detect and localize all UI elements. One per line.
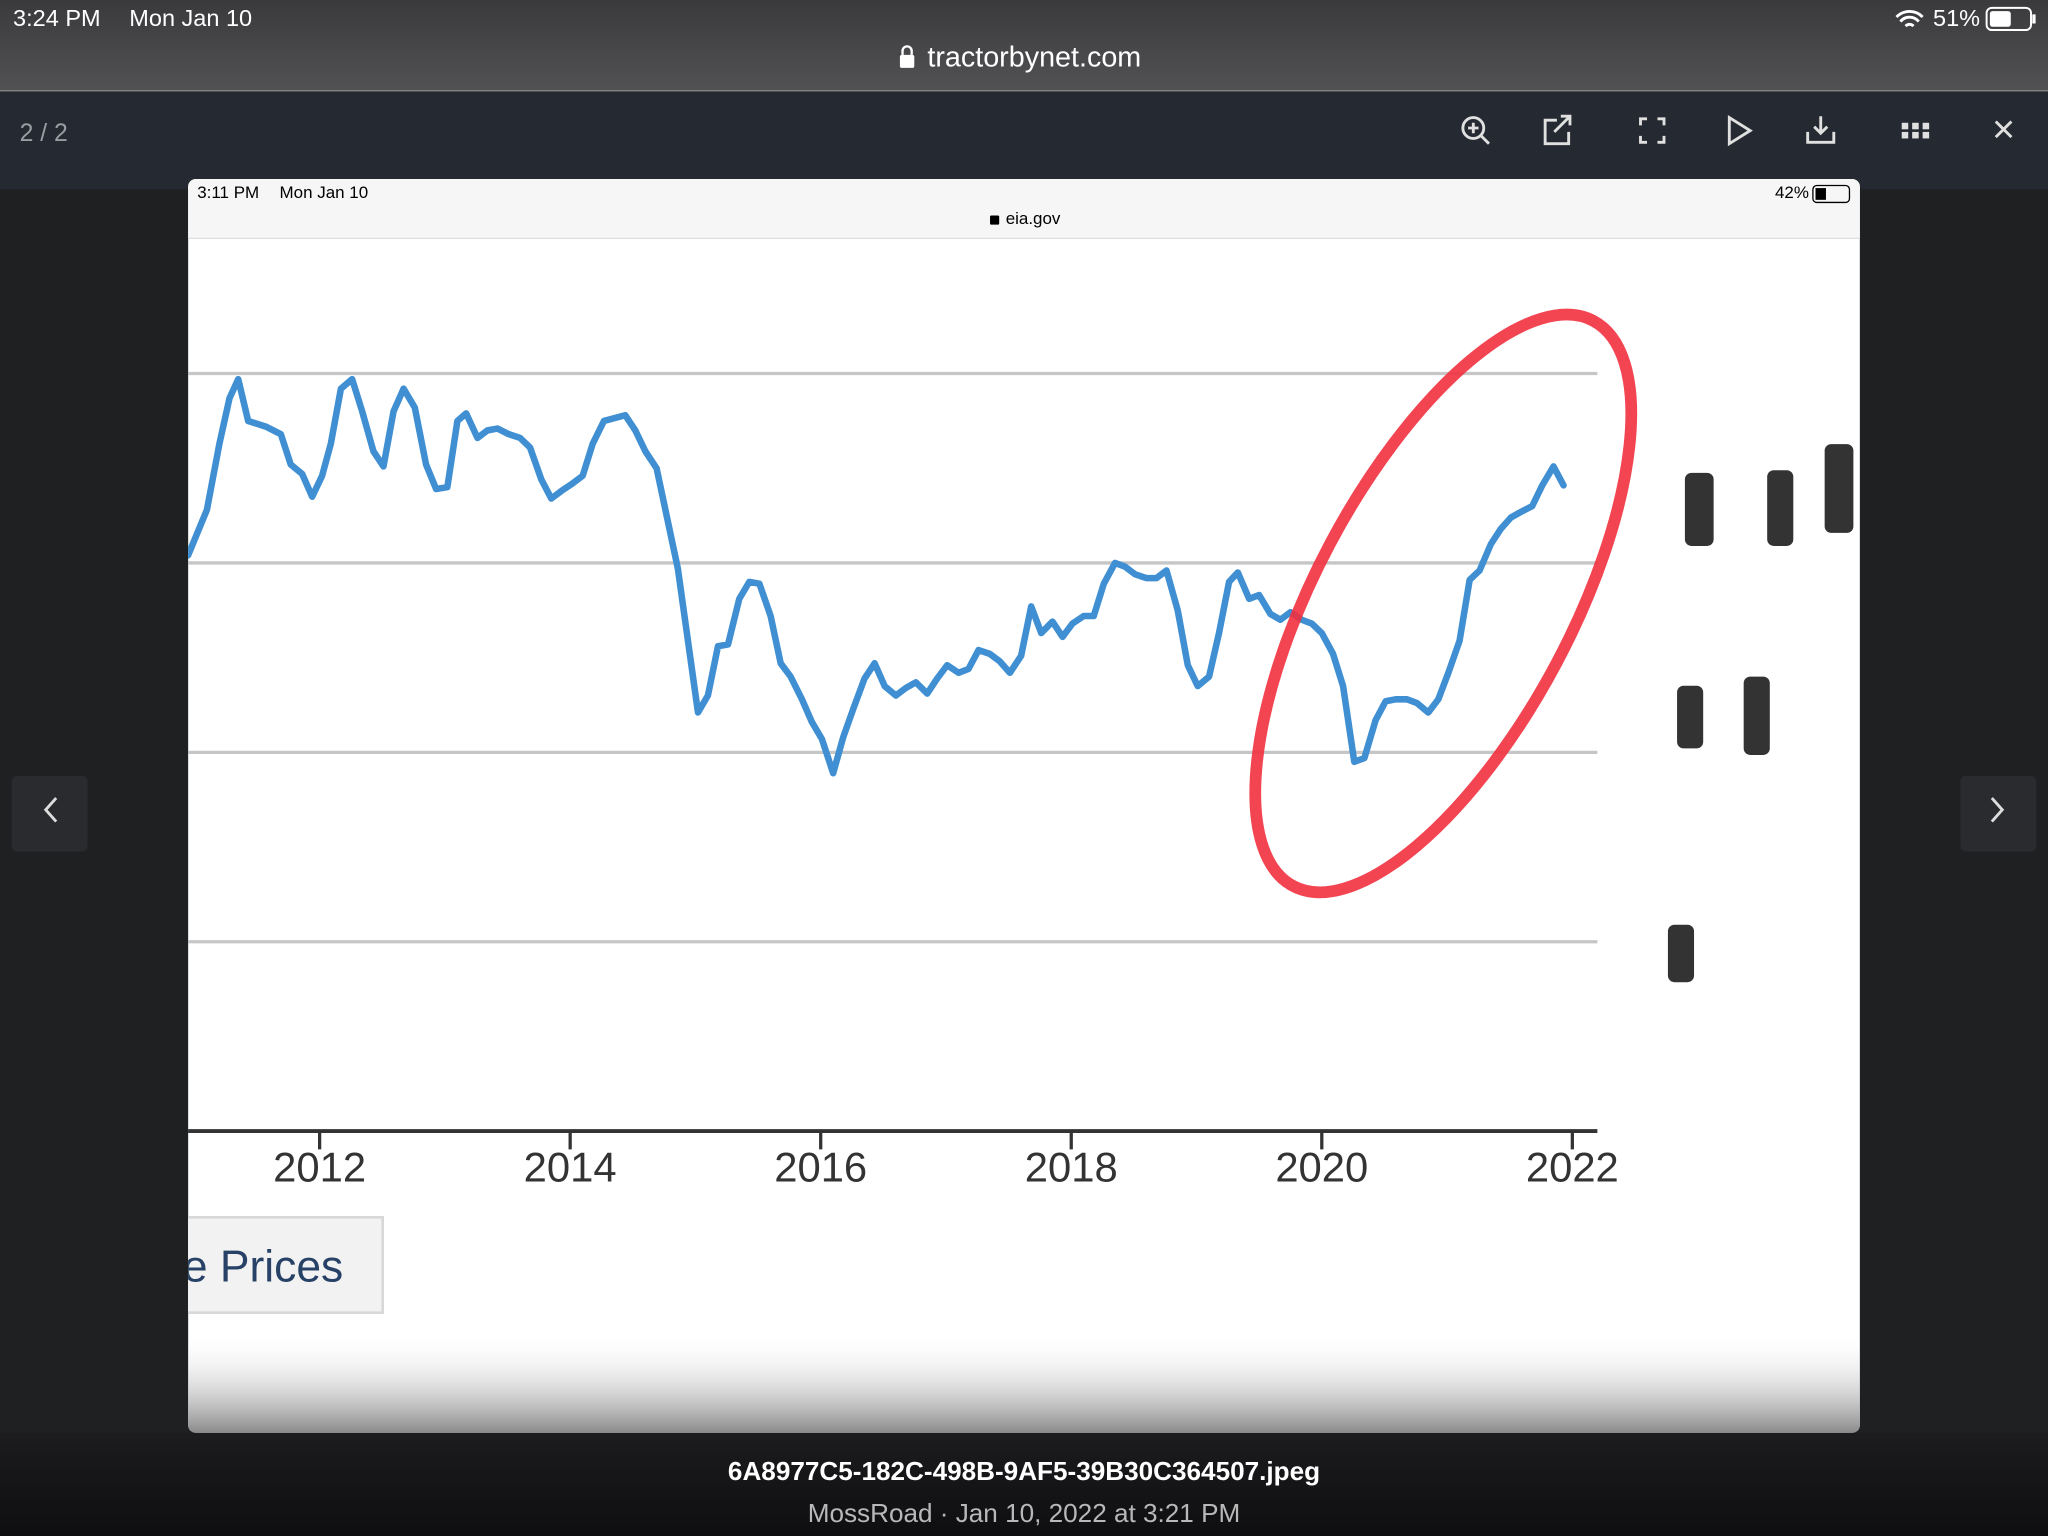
previous-button[interactable] [11,775,88,852]
caption-filename: 6A8977C5-182C-498B-9AF5-39B30C364507.jpe… [728,1456,1320,1486]
close-button[interactable] [1994,120,2013,139]
x-tick-label: 2020 [1275,1143,1368,1190]
caption-area [0,1432,2048,1536]
data-line [188,375,1567,777]
battery-icon [1985,6,2032,32]
battery-icon [1812,184,1851,204]
open-external-button[interactable] [1543,114,1572,146]
screenshot-browser-bar [188,178,1860,240]
screenshot-time: 3:11 PM [197,183,259,202]
lock-shackle [901,45,913,55]
screenshot-image: 3:11 PM Mon Jan 10 42% eia.gov 2012 2014 2… [157,178,1860,1433]
status-time: 3:24 PM [13,5,101,31]
browser-bar [0,0,2048,92]
x-tick-label: 2022 [1526,1143,1619,1190]
x-tick-label: 2012 [273,1143,366,1190]
url[interactable]: tractorbynet.com [927,41,1141,73]
grid-view-button[interactable] [1901,122,1930,139]
screenshot-page [188,178,1860,1433]
chart: 2012 2014 2016 2018 2020 2022 [188,371,1619,1190]
fullscreen-button[interactable] [1639,117,1666,144]
status-date: Mon Jan 10 [129,5,252,31]
caption-meta: MossRoad · Jan 10, 2022 at 3:21 PM [808,1498,1241,1528]
lock-icon [899,54,915,68]
screenshot-battery: 42% [1775,183,1809,202]
x-tick-label: 2016 [774,1143,867,1190]
image-counter: 2 / 2 [20,120,68,147]
battery-level [1815,188,1826,200]
status-battery: 51% [1933,5,1980,31]
slideshow-button[interactable] [1727,114,1753,147]
bottom-fade [188,1332,1860,1433]
screenshot-url: eia.gov [1006,209,1061,228]
download-button[interactable] [1806,116,1836,144]
battery-level [1989,11,2011,27]
screenshot-date: Mon Jan 10 [280,183,369,202]
lock-icon [990,215,1000,225]
redacted-y-labels [1667,444,1854,983]
x-tick-label: 2014 [524,1143,617,1190]
battery-tip [2032,14,2036,24]
annotation-circle [1249,308,1638,899]
zoom-button[interactable] [1461,116,1490,145]
button-label[interactable]: e Prices [183,1242,343,1291]
next-button[interactable] [1960,775,2037,852]
wifi-icon [1895,10,1924,28]
x-tick-label: 2018 [1025,1143,1118,1190]
viewer-toolbar [0,91,2048,190]
prices-button[interactable]: e Prices [157,1216,384,1314]
